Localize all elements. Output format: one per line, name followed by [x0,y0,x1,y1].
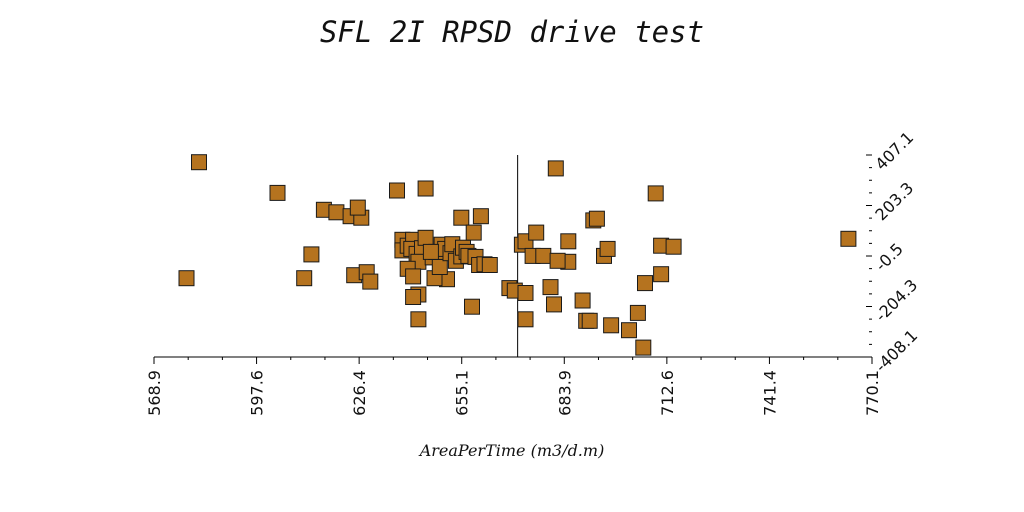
data-point [405,289,422,305]
data-point [453,209,470,226]
data-point [303,246,320,263]
data-point [535,247,552,264]
data-point [328,204,345,221]
data-point [417,229,434,246]
data-point [472,208,489,225]
data-point [464,298,480,315]
data-point [465,224,482,241]
chart-title: SFL 2I RPSD drive test [320,15,704,49]
data-point [574,292,591,309]
y-tick-label: 407.1 [871,128,917,174]
data-point [588,210,605,227]
axes: 568.9 597.6 626.4 655.1 683.9 712.6 741.4 770.1… [145,128,921,416]
data-point [405,268,422,285]
data-points [178,154,857,356]
data-point [417,180,434,197]
data-point [599,240,616,257]
x-tick-label: 712.6 [658,370,677,416]
data-point [581,312,598,329]
data-point [191,154,207,171]
data-point [653,266,670,283]
y-tick-label: -0.5 [871,239,907,275]
data-point [546,296,562,313]
data-point [431,259,448,275]
x-tick-label: 626.4 [350,370,369,416]
data-point [542,279,559,296]
data-point [647,185,664,202]
data-point [637,275,653,292]
data-point [560,233,577,250]
data-point [665,238,682,255]
data-point [603,317,620,334]
x-tick-label: 597.6 [248,370,267,416]
x-tick-label: 683.9 [555,370,574,416]
data-point [296,270,313,287]
data-point [410,311,427,328]
data-point [840,230,857,247]
data-point [269,184,286,201]
data-point [349,199,366,216]
x-axis-label: AreaPerTime (m3/d.m) [418,441,605,460]
data-point [517,311,534,328]
data-point [422,243,439,260]
data-point [528,224,545,241]
data-point [549,252,566,269]
x-tick-label: 655.1 [453,370,472,416]
data-point [178,270,195,287]
data-point [629,304,646,321]
x-tick-label: 770.1 [863,370,882,416]
y-tick-label: -204.3 [871,275,921,325]
data-point [635,339,652,356]
x-tick-label: 568.9 [145,370,164,416]
data-point [621,322,637,339]
x-tick-label: 741.4 [760,370,779,416]
data-point [481,257,498,273]
y-tick-label: 203.3 [871,178,917,224]
data-point [517,285,534,301]
y-tick-label: -408.1 [871,326,921,376]
data-point [389,182,405,199]
data-point [547,160,564,177]
data-point [362,273,379,290]
